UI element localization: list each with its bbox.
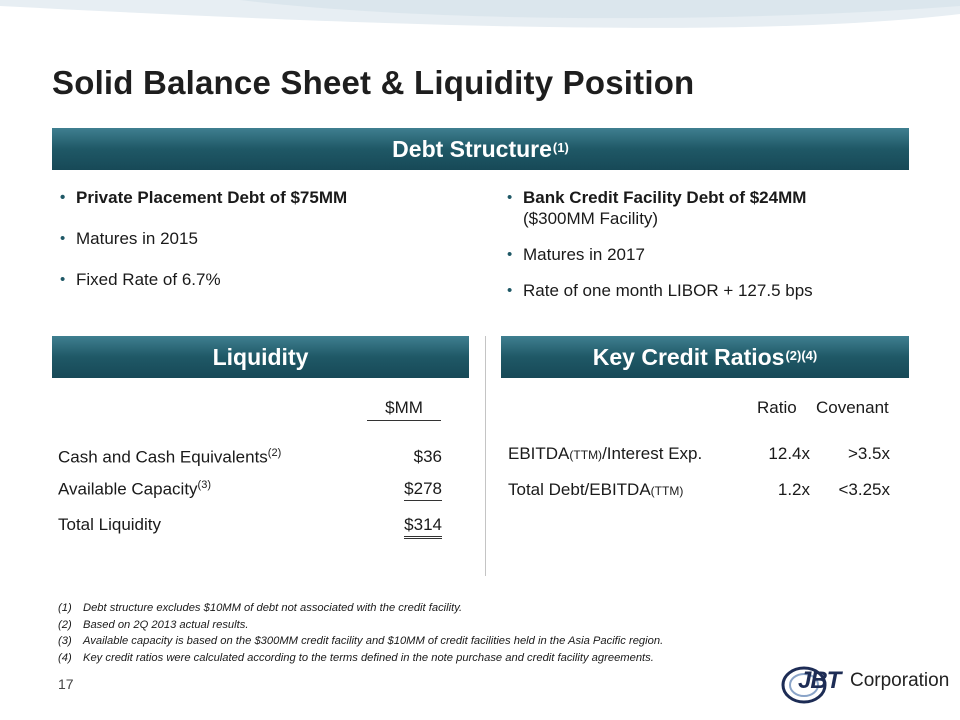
footnote-text: Based on 2Q 2013 actual results.: [83, 618, 249, 631]
table-row: Available Capacity(3) $278: [58, 479, 442, 501]
footnote: (2) Based on 2Q 2013 actual results.: [58, 617, 898, 634]
list-item: Rate of one month LIBOR + 127.5 bps: [505, 280, 905, 301]
footnote-text: Key credit ratios were calculated accord…: [83, 651, 654, 664]
liquidity-row-value: $36: [413, 447, 442, 466]
debt-structure-header: Debt Structure (1): [52, 128, 909, 170]
list-item: Fixed Rate of 6.7%: [58, 269, 478, 290]
key-credit-ratios-header: Key Credit Ratios (2)(4): [501, 336, 909, 378]
liquidity-column-header: $MM: [367, 398, 441, 421]
key-credit-ratios-footnote-ref: (2)(4): [785, 347, 818, 363]
liquidity-row-label: Total Liquidity: [58, 515, 161, 535]
ratio-label-part: Total Debt/EBITDA: [508, 480, 651, 499]
liquidity-row-value: $314: [404, 515, 442, 539]
footnote-text: Debt structure excludes $10MM of debt no…: [83, 602, 463, 614]
table-row: Total Debt/EBITDA(TTM) 1.2x <3.25x: [508, 480, 908, 502]
debt-structure-heading: Debt Structure: [392, 135, 552, 162]
liquidity-header: Liquidity: [52, 336, 469, 378]
row-label-text: Available Capacity: [58, 479, 198, 499]
footnote-number: (4): [58, 651, 72, 664]
private-placement-list: Private Placement Debt of $75MM Matures …: [58, 187, 478, 310]
footnote: (4) Key credit ratios were calculated acc…: [58, 650, 898, 667]
jbt-logo-icon: [781, 666, 827, 704]
row-label-text: Cash and Cash Equivalents: [58, 447, 268, 467]
page-number: 17: [58, 676, 74, 692]
row-label-text: Total Liquidity: [58, 515, 162, 534]
footnotes: (1) Debt structure excludes $10MM of debt…: [58, 600, 898, 666]
liquidity-row-label: Available Capacity(3): [58, 479, 211, 500]
list-item: Bank Credit Facility Debt of $24MM ($300M…: [505, 187, 905, 229]
liquidity-row-label: Cash and Cash Equivalents(2): [58, 447, 281, 468]
footnote-number: (3): [58, 635, 72, 647]
footnote: (3) Available capacity is based on the $3…: [58, 633, 898, 650]
table-row: EBITDA(TTM)/Interest Exp. 12.4x >3.5x: [508, 444, 908, 466]
key-credit-ratios-heading: Key Credit Ratios: [592, 343, 785, 370]
table-row: Cash and Cash Equivalents(2) $36: [58, 447, 442, 469]
ratio-label-ttm: (TTM): [569, 448, 603, 462]
list-item: Private Placement Debt of $75MM: [58, 187, 478, 208]
footnote-number: (1): [58, 602, 72, 614]
logo-text: Corporation: [850, 670, 950, 691]
ratio-label-ttm: (TTM): [650, 484, 684, 498]
row-label-sup: (2): [267, 447, 282, 459]
page-title: Solid Balance Sheet & Liquidity Position: [52, 64, 695, 101]
bank-credit-list: Bank Credit Facility Debt of $24MM ($300M…: [505, 187, 905, 316]
table-row: Total Liquidity $314: [58, 515, 442, 539]
ratio-row-label: Total Debt/EBITDA(TTM): [508, 480, 683, 500]
ratio-row-label: EBITDA(TTM)/Interest Exp.: [508, 444, 702, 464]
bank-credit-debt: Bank Credit Facility Debt of $24MM: [523, 188, 807, 207]
list-item: Matures in 2017: [505, 244, 905, 265]
ratio-value: 1.2x: [777, 480, 810, 499]
covenant-value: <3.25x: [838, 480, 890, 499]
liquidity-heading: Liquidity: [212, 343, 309, 370]
liquidity-row-value: $278: [404, 479, 442, 501]
ratio-label-part: /Interest Exp.: [602, 444, 703, 463]
section-divider: [485, 336, 486, 576]
ratio-value: 12.4x: [768, 444, 810, 463]
row-label-sup: (3): [197, 479, 211, 491]
footnote: (1) Debt structure excludes $10MM of debt…: [58, 600, 898, 617]
footnote-number: (2): [58, 618, 72, 631]
logo-mark: JBT: [798, 667, 841, 694]
ratio-column-header: Ratio: [757, 398, 797, 417]
covenant-column-header: Covenant: [816, 398, 889, 417]
header-swoosh-graphic: [0, 0, 960, 28]
bank-credit-facility: ($300MM Facility): [523, 209, 659, 228]
covenant-value: >3.5x: [847, 444, 890, 463]
list-item: Matures in 2015: [58, 228, 478, 249]
debt-structure-footnote-ref: (1): [552, 139, 569, 155]
footnote-text: Available capacity is based on the $300M…: [83, 635, 664, 647]
ratio-label-part: EBITDA: [508, 444, 570, 463]
